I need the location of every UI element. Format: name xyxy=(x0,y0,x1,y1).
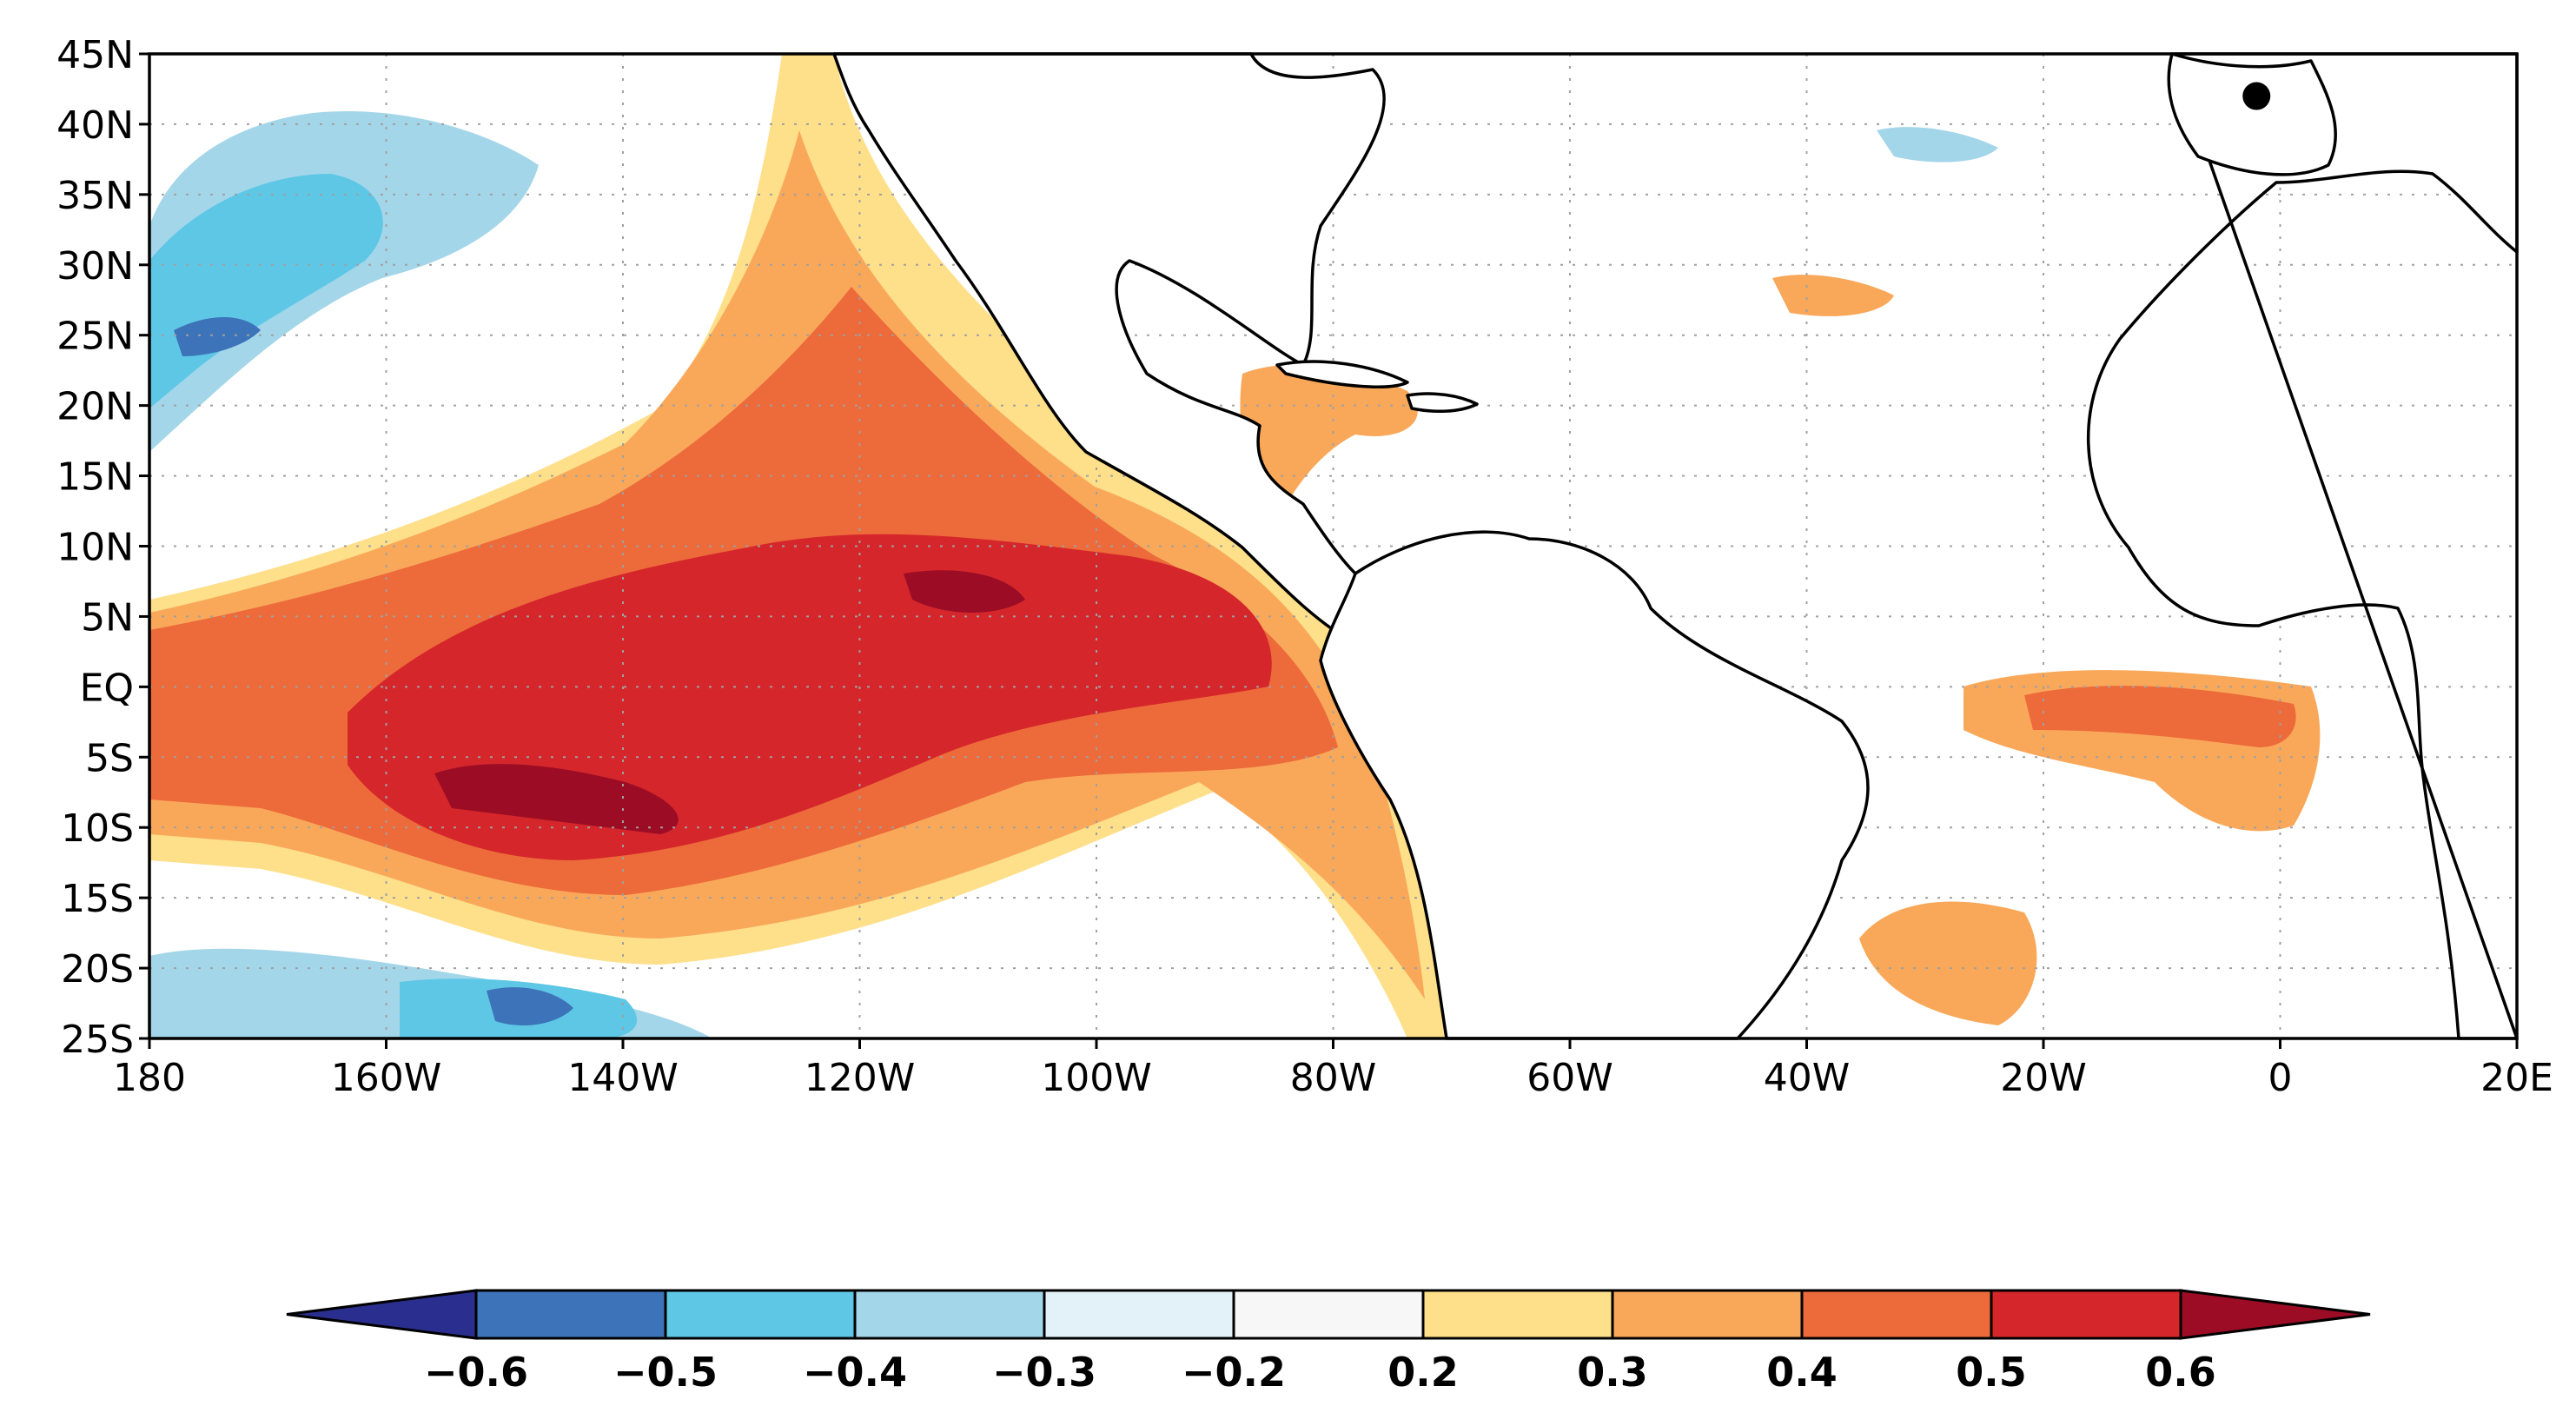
warm-core-east xyxy=(904,570,1025,613)
lat-label: 30N xyxy=(56,244,134,289)
south-america xyxy=(1319,530,1870,1040)
lon-label: 0 xyxy=(2268,1056,2293,1100)
lon-label: 100W xyxy=(1041,1056,1152,1100)
colorbar-segment xyxy=(1421,1289,1614,1340)
colorbar-segment xyxy=(1611,1289,1804,1340)
longitude-axis: 180 160W 140W 120W 100W 80W 60W 40W 20W … xyxy=(113,1056,2553,1100)
latitude-axis: 45N 40N 35N 30N 25N 20N 15N 10N 5N EQ 5S… xyxy=(56,33,134,1062)
lat-label: 40N xyxy=(56,103,134,148)
coastlines xyxy=(832,52,2519,1040)
lat-label: 25S xyxy=(61,1018,134,1062)
colorbar-segment xyxy=(474,1289,667,1340)
cold-region-south-pacific-core xyxy=(487,987,573,1025)
colorbar-tick-label: 0.3 xyxy=(1577,1349,1648,1396)
colorbar-segment xyxy=(1232,1289,1425,1340)
warm-core-atlantic-eq xyxy=(2024,686,2296,747)
lon-label: 20W xyxy=(2000,1056,2087,1100)
caribbean-cuba xyxy=(1275,360,1409,388)
colorbar-segment xyxy=(664,1289,857,1340)
warm-region-north-atlantic xyxy=(1772,275,1894,316)
europe-iberia xyxy=(2167,52,2337,176)
colorbar-tick-label: 0.4 xyxy=(1766,1349,1838,1396)
colorbar-left-arrow xyxy=(286,1289,478,1340)
lat-label: 25N xyxy=(56,315,134,359)
north-america xyxy=(832,52,1386,645)
lat-label: 45N xyxy=(56,33,134,77)
lat-label: EQ xyxy=(80,666,134,710)
location-marker-dot xyxy=(2242,82,2271,110)
lat-label: 20S xyxy=(61,947,134,992)
lon-label: 40W xyxy=(1764,1056,1851,1100)
lon-label: 140W xyxy=(567,1056,679,1100)
warm-region-caribbean xyxy=(1240,364,1418,521)
lat-label: 10N xyxy=(56,526,134,570)
colorbar-tick-label: −0.4 xyxy=(803,1349,907,1396)
colorbar-segment xyxy=(1800,1289,1993,1340)
colorbar-tick-label: −0.6 xyxy=(424,1349,528,1396)
africa xyxy=(2086,52,2519,1040)
lon-label: 160W xyxy=(331,1056,442,1100)
colorbar-tick-label: −0.2 xyxy=(1182,1349,1286,1396)
axis-ticks xyxy=(139,52,2519,1049)
warm-region-level-5 xyxy=(434,764,679,834)
warm-region-south-atlantic xyxy=(1859,901,2037,1025)
colorbar-segment xyxy=(1990,1289,2182,1340)
lon-label: 20E xyxy=(2480,1056,2553,1100)
cold-region-north-pacific-core xyxy=(174,317,261,356)
colorbar-tick-label: −0.3 xyxy=(992,1349,1096,1396)
lon-label: 60W xyxy=(1526,1056,1613,1100)
lon-label: 180 xyxy=(113,1056,186,1100)
lat-label: 20N xyxy=(56,385,134,429)
lon-label: 80W xyxy=(1290,1056,1377,1100)
caribbean-hispaniola xyxy=(1406,392,1479,414)
lat-label: 35N xyxy=(56,174,134,218)
lat-label: 15N xyxy=(56,455,134,500)
colorbar-tick-label: 0.6 xyxy=(2145,1349,2216,1396)
lat-label: 10S xyxy=(61,806,134,851)
lat-label: 15S xyxy=(61,877,134,921)
colorbar-segment xyxy=(853,1289,1046,1340)
lat-label: 5S xyxy=(85,736,134,780)
cold-region-north-atlantic xyxy=(1877,127,1998,163)
lon-label: 120W xyxy=(805,1056,916,1100)
lat-label: 5N xyxy=(81,595,134,640)
anomaly-field xyxy=(149,54,2517,1038)
colorbar-tick-label: 0.5 xyxy=(1956,1349,2027,1396)
colorbar-tick-label: 0.2 xyxy=(1387,1349,1459,1396)
colorbar-tick-label: −0.5 xyxy=(613,1349,718,1396)
colorbar-segment xyxy=(1043,1289,1235,1340)
map-panel: 45N 40N 35N 30N 25N 20N 15N 10N 5N EQ 5S… xyxy=(56,33,2553,1100)
colorbar-right-arrow xyxy=(2179,1289,2371,1340)
colorbar: −0.6 −0.5 −0.4 −0.3 −0.2 0.2 0.3 0.4 0.5… xyxy=(286,1289,2371,1396)
